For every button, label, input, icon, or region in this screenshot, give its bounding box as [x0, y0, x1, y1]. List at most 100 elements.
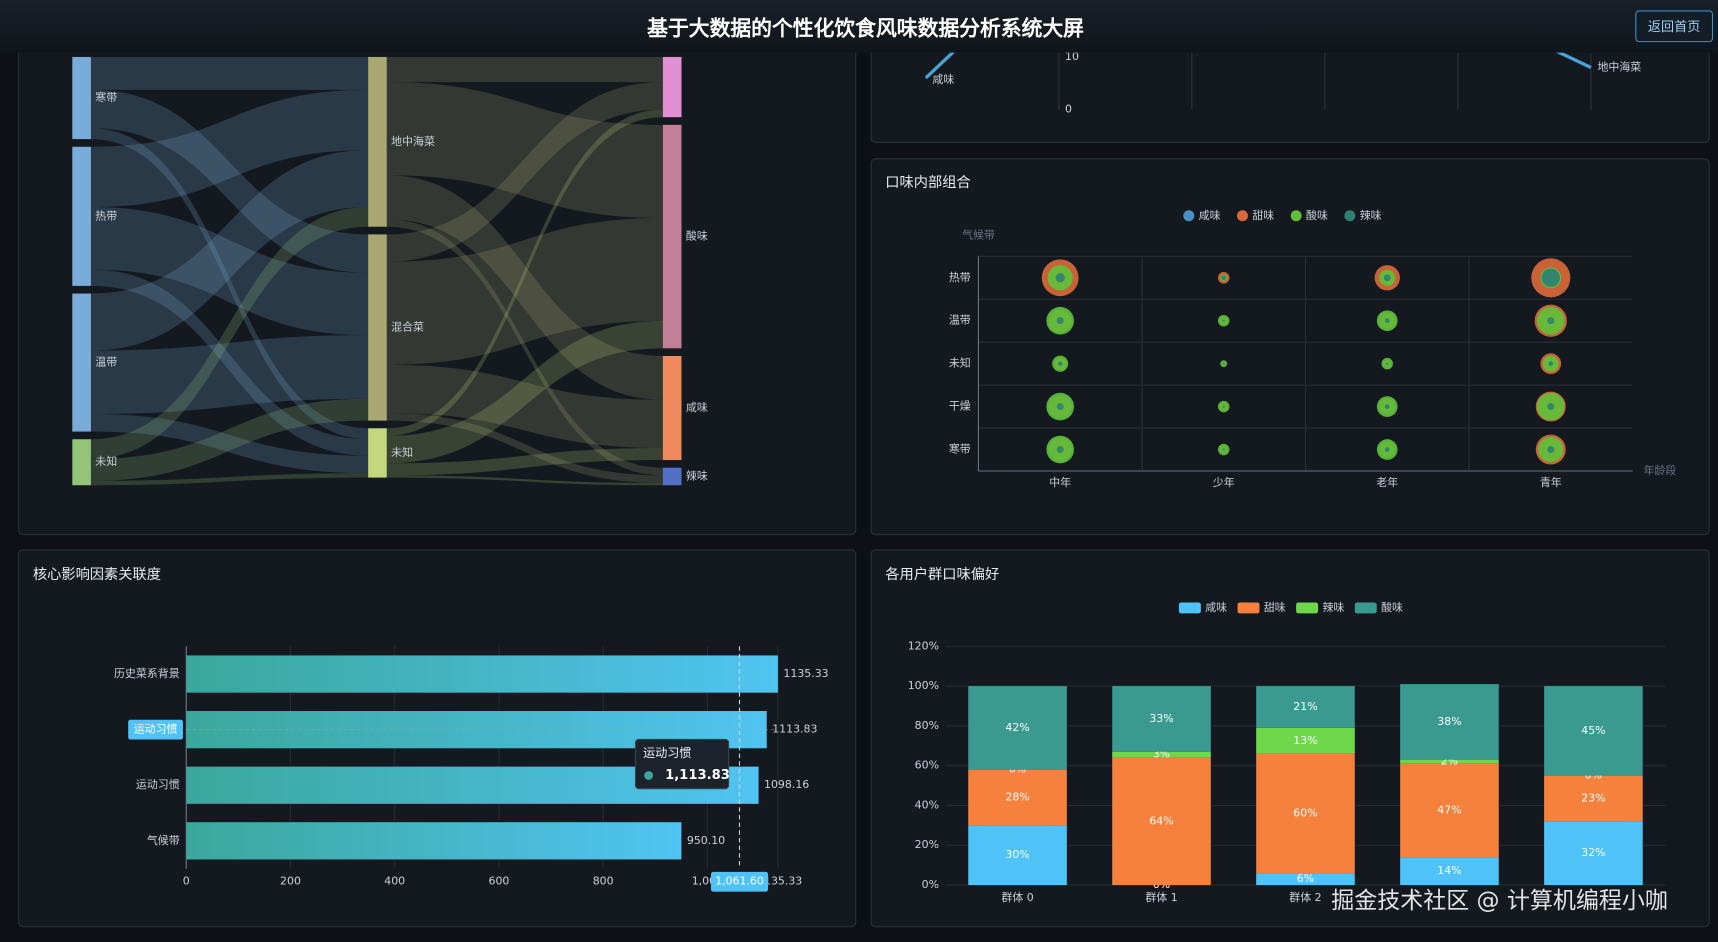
bubble [1384, 447, 1390, 452]
sankey-node [662, 355, 682, 461]
segment-label: 47% [1437, 803, 1461, 816]
sankey-link [90, 269, 369, 456]
sankey-node [72, 56, 91, 140]
bubble [1383, 274, 1391, 282]
line-chart: 0 10 咸味 地中海菜 [924, 52, 1641, 116]
x-tick-label: 800 [593, 875, 614, 888]
sankey-node [72, 439, 91, 486]
node-label: 热带 [95, 209, 117, 222]
bar-segment [1544, 775, 1643, 822]
bubble [1222, 405, 1225, 408]
segment-label: 14% [1437, 864, 1461, 877]
bubble [1057, 361, 1063, 366]
sankey-link [90, 207, 369, 336]
x-tick-label: 200 [280, 875, 301, 888]
legend-label: 甜味 [1264, 601, 1286, 614]
panel [870, 158, 1710, 536]
axis-name: 气候带 [962, 228, 995, 242]
y-tick-label: 100% [908, 679, 939, 692]
sankey-link [90, 414, 369, 474]
y-tick-label: 历史菜系背景 [114, 666, 180, 680]
button-frame[interactable] [1635, 10, 1714, 43]
x-tick-label: 少年 [1213, 475, 1235, 489]
axis-pointer-badge [128, 719, 183, 740]
sankey-link [386, 56, 663, 83]
axis-name: 年龄段 [1643, 463, 1676, 477]
legend-label: 辣味 [1322, 600, 1344, 614]
node-label: 寒带 [95, 90, 117, 104]
sankey-node [662, 467, 682, 486]
node-label: 温带 [95, 356, 117, 369]
node-label: 辣味 [686, 468, 708, 482]
sankey-link [90, 56, 369, 90]
bubble [1056, 403, 1064, 411]
bubble [1541, 268, 1560, 287]
bar-segment [1400, 763, 1499, 858]
segment-label: 32% [1581, 846, 1605, 859]
segment-label: 42% [1005, 721, 1029, 734]
segment-label: 45% [1581, 724, 1605, 737]
legend-label: 酸味 [1306, 208, 1328, 222]
header-title: 基于大数据的个性化饮食风味数据分析系统大屏 [647, 17, 1084, 41]
bubble [1547, 403, 1555, 411]
bar-segment [1400, 759, 1499, 764]
sankey-link [386, 364, 663, 448]
bar [186, 822, 682, 860]
bubble [1222, 362, 1225, 365]
y-tick-label: 40% [915, 798, 939, 811]
x-tick-label: 群体 1 [1145, 890, 1177, 904]
sankey-link [90, 335, 369, 415]
bar-segment [1112, 757, 1211, 886]
x-tick-label: 中年 [1049, 475, 1071, 489]
bubble [1547, 317, 1555, 325]
sankey-link [90, 89, 369, 273]
bubble [1384, 404, 1390, 409]
y-tick-label: 60% [915, 759, 939, 772]
panel-title: 核心影响因素关联度 [33, 566, 161, 583]
bar-segment [1256, 753, 1355, 874]
bubble [1056, 317, 1064, 325]
bar-segment [1256, 727, 1355, 754]
bubble [1386, 362, 1389, 365]
legend-swatch [1237, 210, 1248, 222]
legend-swatch [1296, 602, 1319, 614]
sankey-node [662, 56, 682, 118]
home-button[interactable]: 返回首页 [1635, 10, 1714, 43]
segment-label: 64% [1149, 814, 1173, 827]
sankey-link [90, 473, 369, 486]
legend-swatch [1178, 602, 1201, 614]
bar-segment [968, 686, 1067, 770]
series-label: 咸味 [932, 73, 954, 86]
axis-pointer-badge [711, 871, 768, 892]
bar-segment [1112, 751, 1211, 758]
sankey-link [386, 175, 663, 400]
sankey-node [662, 124, 682, 349]
bar-segment [968, 825, 1067, 886]
sankey-link [386, 475, 663, 486]
panel-title: 口味内部组合 [885, 174, 970, 191]
stacked-bar-chart: 0%20%40%60%80%100%120%群体 0群体 1群体 2咸味30%0… [908, 600, 1666, 904]
sankey-link [90, 150, 369, 351]
value-label: 1113.83 [772, 723, 817, 736]
segment-label: 23% [1581, 791, 1605, 804]
bar-segment [1256, 873, 1355, 886]
bar-segment [1544, 821, 1643, 886]
button-label[interactable]: 返回首页 [1648, 19, 1701, 35]
y-tick-label: 未知 [949, 356, 971, 370]
axis-pointer-label: 1,061.60 [715, 875, 764, 888]
legend-swatch [1237, 602, 1260, 614]
bubble [1384, 318, 1390, 324]
y-tick-label: 0% [922, 878, 939, 891]
legend-label: 甜味 [1252, 209, 1274, 222]
bubble [1222, 319, 1225, 322]
x-tick-label: 0 [183, 875, 190, 888]
y-tick-label: 运动习惯 [134, 722, 178, 736]
tooltip [634, 738, 730, 790]
node-label: 酸味 [686, 229, 708, 243]
sankey-link [386, 217, 663, 365]
bar-segment [1400, 857, 1499, 886]
header-bar [0, 0, 1718, 53]
x-tick-label: 青年 [1540, 475, 1562, 489]
